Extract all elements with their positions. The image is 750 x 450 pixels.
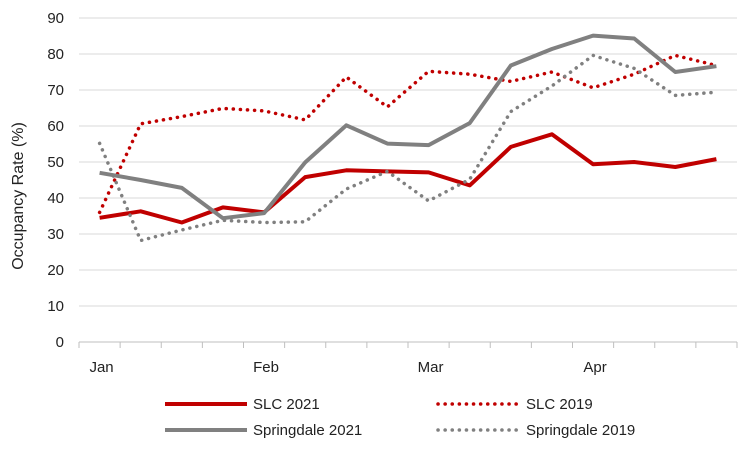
series-line-slc-2021 <box>99 132 717 225</box>
legend-label-slc-2019: SLC 2019 <box>526 396 593 413</box>
y-tick-label-20: 20 <box>47 262 64 279</box>
x-tick-label-feb: Feb <box>253 359 279 376</box>
legend: SLC 2021 SLC 2019 Springdale 2021 Springdal… <box>165 396 635 439</box>
y-tick-label-10: 10 <box>47 298 64 315</box>
x-tick-label-apr: Apr <box>583 359 606 376</box>
legend-label-springdale-2019: Springdale 2019 <box>526 422 635 439</box>
legend-label-springdale-2021: Springdale 2021 <box>253 422 362 439</box>
x-tick-label-jan: Jan <box>89 359 113 376</box>
y-tick-label-60: 60 <box>47 118 64 135</box>
y-tick-label-70: 70 <box>47 82 64 99</box>
tick-labels: 0 10 20 30 40 50 60 70 80 90 Jan Feb Mar Apr <box>47 10 606 376</box>
series-line-springdale-2019 <box>97 53 719 243</box>
y-tick-label-40: 40 <box>47 190 64 207</box>
y-tick-label-80: 80 <box>47 46 64 63</box>
y-tick-label-90: 90 <box>47 10 64 27</box>
x-tick-label-mar: Mar <box>418 359 444 376</box>
axes <box>78 341 738 348</box>
series-line-slc-2019 <box>97 53 719 215</box>
y-axis-title: Occupancy Rate (%) <box>10 122 27 270</box>
series-line-springdale-2021 <box>99 33 717 221</box>
y-tick-label-50: 50 <box>47 154 64 171</box>
y-tick-label-0: 0 <box>56 334 64 351</box>
gridlines <box>79 17 737 307</box>
y-tick-label-30: 30 <box>47 226 64 243</box>
data-series <box>97 33 719 243</box>
legend-label-slc-2021: SLC 2021 <box>253 396 320 413</box>
